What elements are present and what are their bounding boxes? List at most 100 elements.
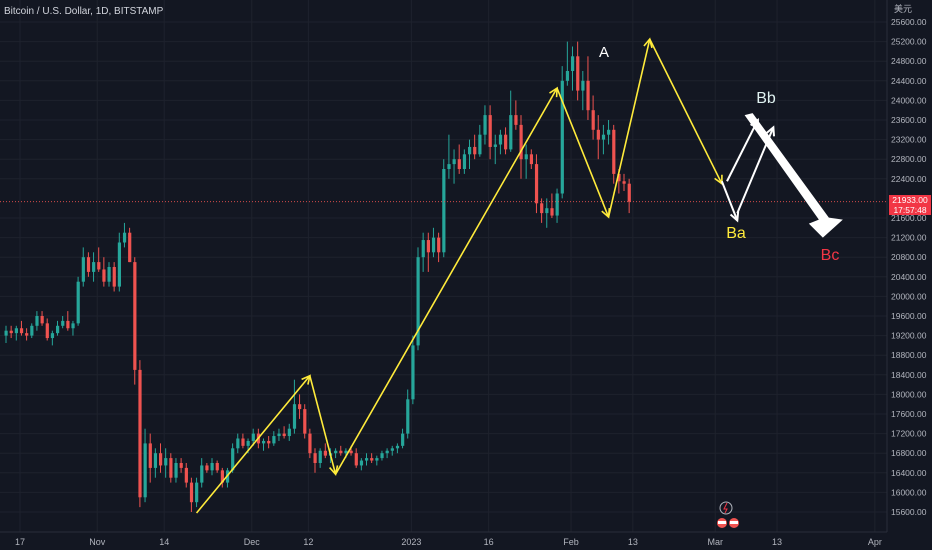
candle-body xyxy=(447,164,451,169)
dividend-icon-mark xyxy=(730,521,738,524)
wave-drawings[interactable] xyxy=(195,37,843,514)
candle-body xyxy=(267,440,271,444)
candle-body xyxy=(287,428,291,437)
candle-body xyxy=(122,232,127,243)
candle-body xyxy=(601,134,606,140)
candlestick-series xyxy=(4,41,631,512)
price-tick-label: 16800.00 xyxy=(891,448,927,458)
time-tick-label: Nov xyxy=(89,537,106,547)
candle-body xyxy=(205,465,209,471)
candle-body xyxy=(19,328,24,334)
wave-label-bb: Bb xyxy=(756,90,776,107)
candle-body xyxy=(107,267,111,282)
candle-body xyxy=(30,325,34,336)
candle-body xyxy=(92,262,96,272)
candle-body xyxy=(493,144,497,147)
wave-label-bc: Bc xyxy=(821,247,840,264)
candle-body xyxy=(591,110,595,130)
candle-body xyxy=(128,232,132,263)
candle-body xyxy=(45,323,49,339)
candle-body xyxy=(385,450,389,454)
candle-body xyxy=(148,443,152,468)
candle-body xyxy=(416,257,420,346)
wave-arrow-3[interactable] xyxy=(334,87,558,475)
projection-arrow-bb-1[interactable] xyxy=(726,119,759,182)
candle-body xyxy=(401,433,405,446)
price-tick-label: 16400.00 xyxy=(891,468,927,478)
candle-body xyxy=(524,154,528,160)
candle-body xyxy=(246,440,250,446)
candle-body xyxy=(462,154,467,169)
candle-body xyxy=(159,453,163,466)
price-tick-label: 23200.00 xyxy=(891,135,927,145)
candle-body xyxy=(81,257,85,282)
candle-body xyxy=(220,470,224,483)
candle-body xyxy=(164,458,168,466)
candle-body xyxy=(339,450,343,454)
price-tick-label: 21600.00 xyxy=(891,213,927,223)
candle-body xyxy=(483,115,487,135)
chart-grid xyxy=(0,0,887,532)
candle-body xyxy=(349,450,353,454)
wave-arrow-4[interactable] xyxy=(556,87,610,218)
candle-body xyxy=(35,316,39,326)
price-tick-label: 15600.00 xyxy=(891,507,927,517)
time-tick-label: 2023 xyxy=(401,537,421,547)
candle-body xyxy=(66,320,70,329)
wave-label-ba: Ba xyxy=(726,225,746,242)
price-tick-label: 18400.00 xyxy=(891,370,927,380)
candle-body xyxy=(473,146,477,155)
candle-body xyxy=(519,124,523,160)
candle-body xyxy=(200,465,204,483)
candle-body xyxy=(344,450,348,454)
wave-arrow-5[interactable] xyxy=(607,38,651,218)
candle-body xyxy=(277,433,281,437)
candle-body xyxy=(529,154,533,165)
candle-body xyxy=(612,129,616,174)
candle-body xyxy=(71,323,75,329)
current-price-tag: 21933.00 17:57:48 xyxy=(889,195,931,215)
candle-body xyxy=(189,482,194,503)
flash-bolt-icon xyxy=(723,502,728,514)
time-tick-label: 13 xyxy=(772,537,782,547)
candle-body xyxy=(555,193,559,216)
price-tick-label: 24800.00 xyxy=(891,56,927,66)
candle-body xyxy=(354,453,358,466)
candle-body xyxy=(395,445,400,449)
candle-body xyxy=(596,129,600,140)
candle-body xyxy=(627,183,631,202)
candle-body xyxy=(313,453,317,463)
candle-body xyxy=(272,436,276,444)
projection-arrow-bc[interactable] xyxy=(744,113,843,238)
candle-body xyxy=(210,463,214,471)
candle-body xyxy=(365,458,369,461)
time-tick-label: 16 xyxy=(484,537,494,547)
wave-arrow-1[interactable] xyxy=(195,375,311,514)
candle-body xyxy=(25,333,29,336)
wave-arrow-2[interactable] xyxy=(309,375,337,475)
candle-body xyxy=(323,450,327,456)
price-tick-label: 21200.00 xyxy=(891,233,927,243)
candle-body xyxy=(169,458,173,478)
projection-arrow-bb-2-head xyxy=(765,125,776,137)
time-tick-label: 12 xyxy=(303,537,313,547)
time-axis[interactable]: 17 Nov 14 Dec 12 2023 16 Feb 13 Mar 13 Apr xyxy=(15,537,882,547)
price-tick-label: 25200.00 xyxy=(891,37,927,47)
candle-body xyxy=(571,56,575,71)
event-icons[interactable] xyxy=(717,501,739,528)
earnings-icon-mark xyxy=(718,521,726,524)
price-tick-label: 24000.00 xyxy=(891,95,927,105)
symbol-title[interactable]: Bitcoin / U.S. Dollar, 1D, BITSTAMP xyxy=(4,6,164,17)
wave-arrow-6[interactable] xyxy=(649,38,723,185)
candle-body xyxy=(457,159,461,169)
candle-body xyxy=(390,448,394,451)
price-tick-label: 19200.00 xyxy=(891,331,927,341)
candle-body xyxy=(179,463,183,468)
candle-body xyxy=(76,281,80,324)
time-tick-label: 14 xyxy=(159,537,169,547)
price-tick-label: 18800.00 xyxy=(891,350,927,360)
flash-icon[interactable] xyxy=(719,501,733,515)
price-axis[interactable]: 25600.00 25200.00 24800.00 24400.00 24000.00… xyxy=(891,17,927,517)
projection-arrow-ba-1[interactable] xyxy=(720,180,739,221)
